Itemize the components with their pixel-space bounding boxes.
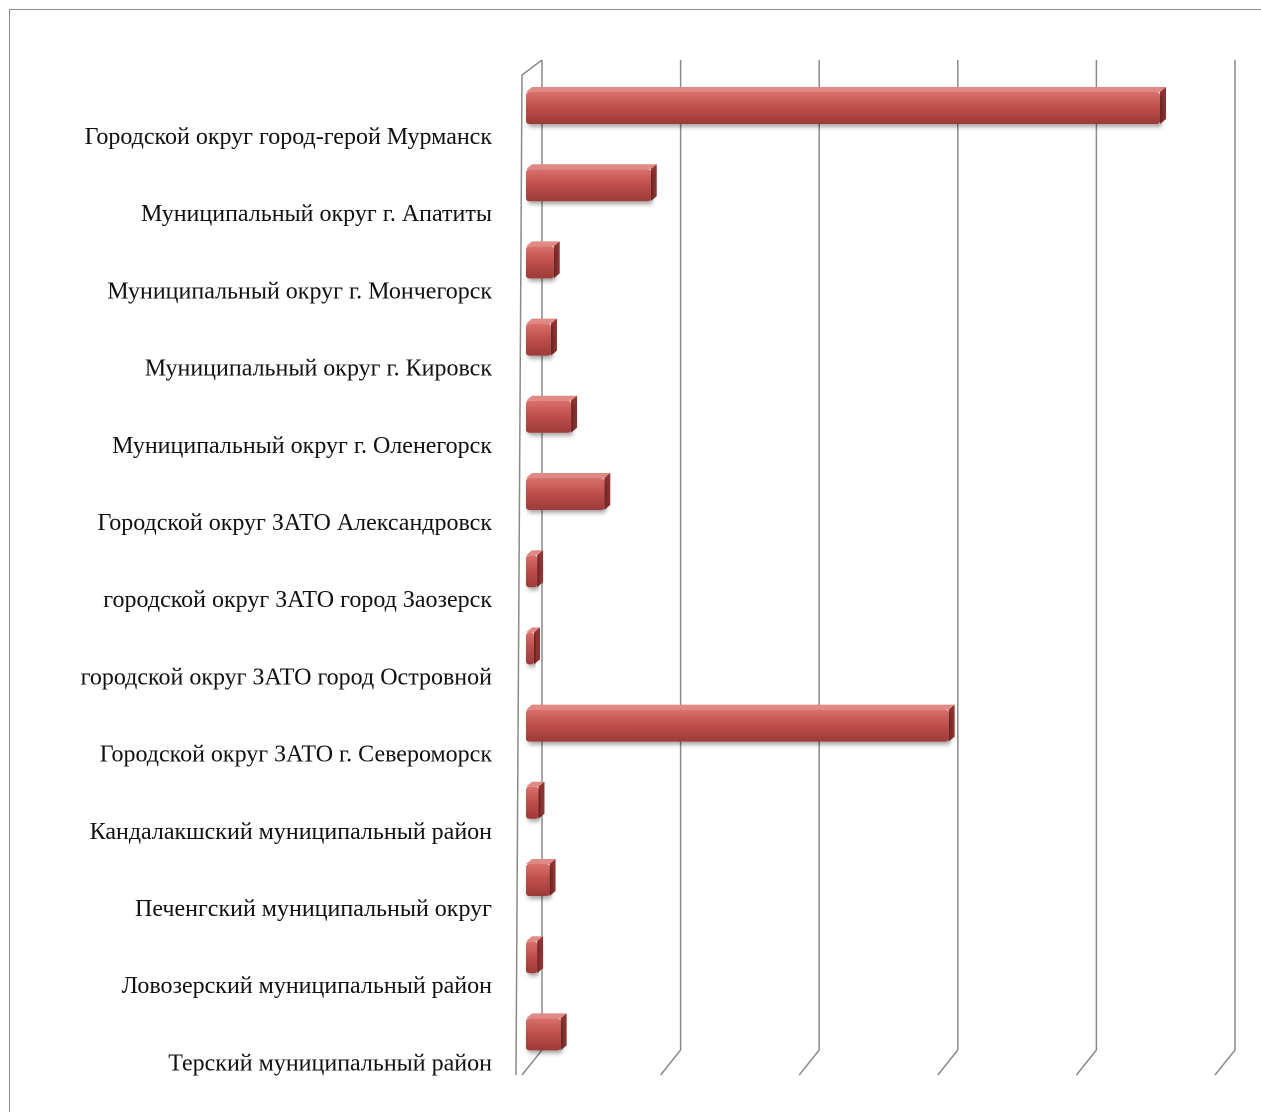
category-label: Городской округ город-герой Мурманск [85,124,493,150]
category-label: Муниципальный округ г. Оленегорск [112,433,492,459]
bar-top-face [526,318,557,324]
bar [526,1013,567,1051]
bar-front-face [526,864,550,896]
gridline-floor [660,1049,682,1076]
bar-top-face [526,241,560,247]
bar-front-face [526,478,605,510]
wall-edge [521,59,543,76]
bar-side-face [948,704,955,742]
bar-front-face [526,632,534,665]
category-labels: Городской округ город-герой Мурманск Муни… [81,124,493,1076]
bar [526,241,560,279]
category-label: Муниципальный округ г. Апатиты [141,201,492,227]
category-label: городской округ ЗАТО город Островной [81,664,493,690]
bar-front-face [526,169,651,202]
bar-front-face [526,1018,561,1051]
category-label: Кандалакшский муниципальный район [90,819,493,845]
bar-top-face [526,627,540,633]
bar-side-face [1160,87,1166,124]
gridline-floor [1214,1049,1236,1076]
bar [526,550,544,588]
bar-side-face [560,1013,567,1051]
wall-edge [515,74,523,1076]
bar-front-face [526,92,1160,124]
bar-side-face [537,550,544,588]
gridline-floor [937,1049,959,1076]
bar [526,473,611,510]
bar-top-face [526,550,544,556]
category-label: Ловозерский муниципальный район [122,973,492,999]
bar [526,164,657,202]
bar-side-face [538,781,545,819]
bar-side-face [553,241,560,279]
gridline-floor [798,1049,820,1076]
bar-top-face [526,87,1166,92]
bar-top-face [526,1013,567,1019]
bar-front-face [526,323,551,356]
bar-top-face [526,936,544,942]
bar-side-face [549,859,556,896]
bar-side-face [534,627,540,665]
bar-front-face [526,941,538,974]
bar-top-face [526,704,955,710]
bar-front-face [526,400,572,433]
gridlines [515,59,1236,1076]
bar [526,859,556,896]
bar [526,781,545,819]
category-label: Муниципальный округ г. Мончегорск [107,278,492,304]
bar-top-face [526,164,657,170]
bar [526,318,557,356]
bar [526,87,1166,124]
bar-front-face [526,786,539,819]
bar [526,936,544,974]
bar-top-face [526,395,578,401]
bar [526,704,955,742]
category-label: Городской округ ЗАТО Александровск [97,510,492,536]
category-label: Муниципальный округ г. Кировск [145,356,493,382]
gridline-floor [521,1049,543,1076]
category-label: Терский муниципальный район [168,1050,492,1076]
bars [526,87,1166,1051]
bar-top-face [526,473,611,478]
bar-side-face [650,164,657,202]
bar [526,627,540,665]
bar-side-face [604,473,611,510]
bar-top-face [526,859,556,864]
bar-side-face [571,395,578,433]
category-label: Печенгский муниципальный округ [135,896,492,922]
bar-front-face [526,555,538,588]
gridline-floor [1075,1049,1097,1076]
category-label: Городской округ ЗАТО г. Североморск [100,742,493,768]
bar-top-face [526,781,545,787]
bar-side-face [537,936,544,974]
category-label: городской округ ЗАТО город Заозерск [103,587,492,613]
bar-front-face [526,246,554,279]
bar-front-face [526,709,949,742]
bar-side-face [550,318,557,356]
bar [526,395,578,433]
